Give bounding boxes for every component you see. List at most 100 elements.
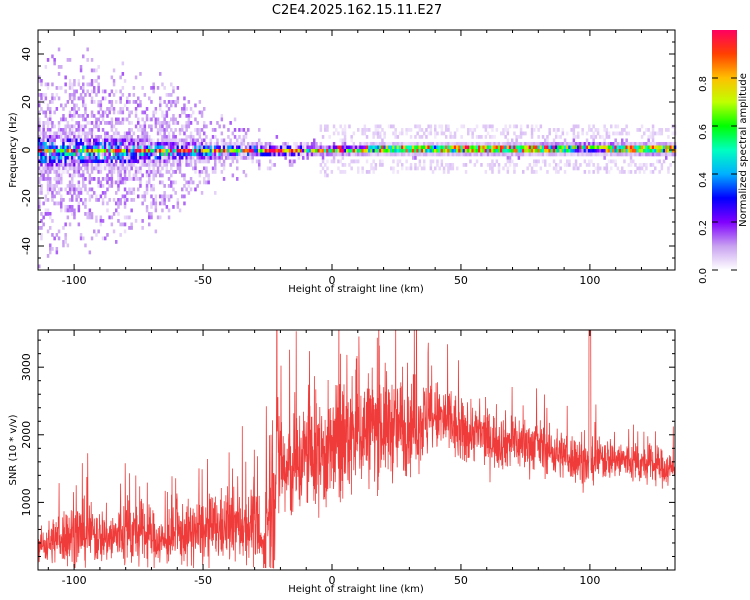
heatmap-cell <box>643 145 646 150</box>
heatmap-cell <box>486 131 490 136</box>
heatmap-cell <box>134 156 138 160</box>
heatmap-cell <box>640 135 644 139</box>
heatmap-cell <box>502 145 505 150</box>
heatmap-cell <box>539 142 543 146</box>
heatmap-cell <box>161 149 164 153</box>
heatmap-cell <box>84 117 87 122</box>
heatmap-cell <box>464 149 468 153</box>
heatmap-cell <box>156 170 160 174</box>
heatmap-cell <box>108 184 111 188</box>
heatmap-cell <box>141 131 144 136</box>
heatmap-cell <box>68 166 72 171</box>
heatmap-cell <box>469 128 472 132</box>
heatmap-cell <box>579 145 582 150</box>
heatmap-cell <box>128 156 131 160</box>
heatmap-cell <box>137 170 140 174</box>
heatmap-cell <box>55 247 59 251</box>
heatmap-cell <box>121 149 125 153</box>
heatmap-cell <box>530 170 534 174</box>
heatmap-cell <box>519 128 523 132</box>
heatmap-cell <box>53 58 56 62</box>
heatmap-cell <box>40 145 43 150</box>
heatmap-cell <box>93 145 96 150</box>
heatmap-cell <box>167 215 171 220</box>
heatmap-cell <box>154 208 158 213</box>
heatmap-cell <box>139 138 142 143</box>
heatmap-cell <box>352 145 356 150</box>
heatmap-cell <box>392 152 395 157</box>
heatmap-cell <box>185 145 188 150</box>
heatmap-cell <box>563 163 567 167</box>
heatmap-cell <box>440 128 444 132</box>
heatmap-cell <box>610 149 613 153</box>
heatmap-cell <box>117 187 120 192</box>
heatmap-cell <box>286 142 290 146</box>
heatmap-cell <box>357 152 360 157</box>
heatmap-cell <box>82 184 85 188</box>
heatmap-cell <box>385 149 389 153</box>
heatmap-cell <box>614 159 617 164</box>
heatmap-cell <box>154 152 158 157</box>
heatmap-cell <box>170 82 173 87</box>
heatmap-cell <box>66 205 70 209</box>
heatmap-cell <box>99 152 103 157</box>
heatmap-cell <box>163 145 166 150</box>
heatmap-cell <box>77 96 81 101</box>
heatmap-cell <box>71 96 74 101</box>
heatmap-cell <box>134 75 138 80</box>
heatmap-cell <box>568 145 571 150</box>
heatmap-cell <box>561 152 565 157</box>
heatmap-cell <box>271 145 274 150</box>
heatmap-cell <box>244 131 248 136</box>
heatmap-cell <box>583 152 587 157</box>
heatmap-cell <box>44 156 48 160</box>
heatmap-cell <box>57 86 61 90</box>
heatmap-cell <box>121 138 125 143</box>
heatmap-cell <box>174 156 177 160</box>
heatmap-cell <box>634 145 637 150</box>
heatmap-cell <box>539 124 543 129</box>
heatmap-cell <box>442 166 446 171</box>
heatmap-cell <box>247 156 250 160</box>
heatmap-cell <box>117 131 120 136</box>
heatmap-cell <box>95 93 98 97</box>
heatmap-cell <box>530 131 534 136</box>
heatmap-cell <box>73 96 76 101</box>
heatmap-cell <box>381 159 384 164</box>
heatmap-cell <box>128 191 131 195</box>
heatmap-cell <box>167 194 171 199</box>
heatmap-cell <box>218 149 221 153</box>
heatmap-cell <box>130 198 133 202</box>
heatmap-cell <box>121 142 125 146</box>
heatmap-cell <box>394 131 397 136</box>
heatmap-cell <box>396 142 400 146</box>
heatmap-cell <box>82 131 85 136</box>
heatmap-cell <box>106 201 109 206</box>
heatmap-cell <box>172 170 175 174</box>
heatmap-cell <box>123 215 127 220</box>
heatmap-cell <box>438 152 441 157</box>
heatmap-cell <box>53 131 56 136</box>
heatmap-cell <box>170 184 173 188</box>
heatmap-cell <box>337 166 340 171</box>
heatmap-cell <box>403 152 406 157</box>
heatmap-cell <box>172 180 175 185</box>
heatmap-cell <box>126 149 129 153</box>
heatmap-cell <box>134 177 138 181</box>
heatmap-cell <box>341 156 345 160</box>
heatmap-cell <box>420 128 424 132</box>
heatmap-cell <box>156 121 160 125</box>
heatmap-cell <box>651 145 655 150</box>
heatmap-cell <box>88 180 92 185</box>
heatmap-cell <box>145 149 149 153</box>
heatmap-cell <box>585 152 589 157</box>
heatmap-cell <box>418 163 422 167</box>
heatmap-cell <box>152 110 155 115</box>
heatmap-cell <box>475 152 479 157</box>
heatmap-cell <box>392 170 395 174</box>
heatmap-cell <box>42 166 45 171</box>
heatmap-cell <box>44 93 48 97</box>
heatmap-cell <box>40 142 43 146</box>
heatmap-cell <box>192 156 195 160</box>
heatmap-cell <box>394 142 397 146</box>
